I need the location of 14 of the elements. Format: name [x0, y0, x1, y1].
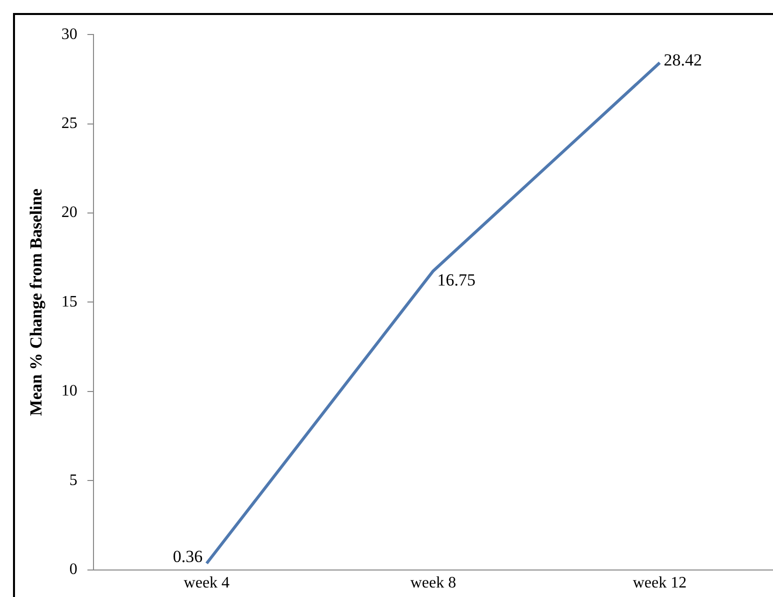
y-tick-label: 30 [61, 26, 78, 43]
y-tick-label: 5 [69, 472, 78, 489]
x-tick-label: week 12 [632, 574, 687, 592]
data-label: 28.42 [664, 50, 702, 70]
y-tick-label: 15 [61, 293, 78, 310]
y-tick-label: 10 [61, 382, 78, 400]
y-tick-label: 0 [69, 561, 78, 578]
y-tick-label: 20 [61, 204, 78, 222]
y-tick-label: 25 [61, 115, 78, 132]
data-label: 16.75 [437, 270, 476, 290]
x-tick-label: week 4 [184, 574, 230, 592]
x-tick-label: week 8 [410, 574, 456, 592]
y-axis-title: Mean % Change from Baseline [26, 188, 46, 416]
data-label: 0.36 [172, 546, 203, 566]
